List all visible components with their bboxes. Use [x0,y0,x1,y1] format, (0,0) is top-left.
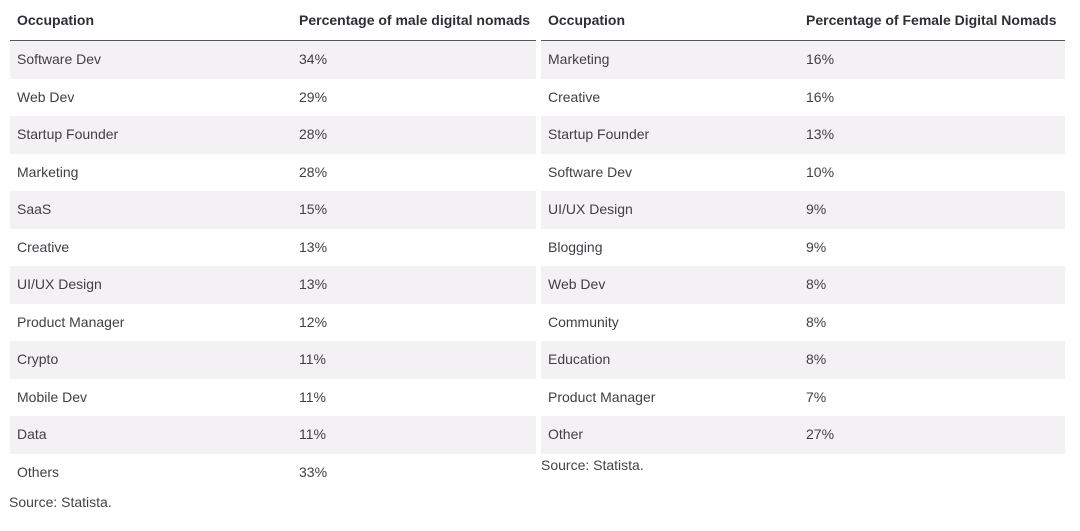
occupation-cell: Others [17,463,60,480]
table-row: Blogging 9% [541,229,1065,267]
percentage-cell: 34% [299,51,328,67]
header-row: Occupation Percentage of Female Digital N… [541,0,1065,42]
percentage-cell: 28% [299,163,328,180]
percentage-cell: 13% [806,126,835,142]
percentage-cell: 12% [299,313,328,330]
occupation-cell: Software Dev [548,163,633,180]
percentage-cell: 33% [299,463,328,480]
occupation-cell: Web Dev [17,88,75,105]
table-row: Creative 16% [541,79,1065,117]
percentage-cell: 16% [806,88,835,105]
percentage-cell: 7% [806,388,827,405]
table-row: Product Manager 7% [541,379,1065,417]
percentage-cell: 9% [806,238,827,255]
table-row: Education 8% [541,341,1065,379]
source-note: Source: Statista. [9,494,112,510]
occupation-cell: Education [548,351,611,367]
percentage-cell: 11% [299,426,326,442]
percentage-cell: 13% [299,276,328,292]
occupation-cell: Creative [548,88,601,105]
percentage-cell: 16% [806,51,835,67]
table-row: Software Dev 34% [10,41,536,79]
table-row: Startup Founder 13% [541,116,1065,154]
percentage-cell: 11% [299,351,326,367]
percentage-cell: 8% [806,276,827,292]
percentage-cell: 29% [299,88,328,105]
occupation-cell: Software Dev [17,51,102,67]
table-row: Marketing 16% [541,41,1065,79]
percentage-cell: 28% [299,126,328,142]
table-row: Creative 13% [10,229,536,267]
table-row: Marketing 28% [10,154,536,192]
percentage-cell: 8% [806,351,827,367]
table-row: UI/UX Design 9% [541,191,1065,229]
source-note: Source: Statista. [541,456,644,473]
occupation-cell: Data [17,426,47,442]
occupation-cell: Marketing [548,51,610,67]
header-cell: Occupation [17,12,95,28]
table-row: Others 33% [10,454,536,492]
table-row: Mobile Dev 11% [10,379,536,417]
table-row: Crypto 11% [10,341,536,379]
occupation-cell: SaaS [17,201,52,217]
occupation-cell: Blogging [548,238,603,255]
table-row: Web Dev 29% [10,79,536,117]
table-row: Community 8% [541,304,1065,342]
percentage-cell: 15% [299,201,328,217]
occupation-cell: Startup Founder [17,126,119,142]
occupation-cell: Web Dev [548,276,606,292]
table-row: Software Dev 10% [541,154,1065,192]
percentage-cell: 8% [806,313,827,330]
occupation-cell: UI/UX Design [17,276,102,292]
occupation-cell: Product Manager [17,313,125,330]
table-row: Startup Founder 28% [10,116,536,154]
table-row: Product Manager 12% [10,304,536,342]
occupation-cell: Mobile Dev [17,388,88,405]
percentage-cell: 9% [806,201,827,217]
occupation-cell: Marketing [17,163,79,180]
header-cell: Percentage of Female Digital Nomads [806,12,1057,28]
header-cell: Percentage of male digital nomads [299,12,531,28]
occupation-cell: Product Manager [548,388,656,405]
table-row: SaaS 15% [10,191,536,229]
table-row: UI/UX Design 13% [10,266,536,304]
occupation-cell: Startup Founder [548,126,650,142]
occupation-cell: UI/UX Design [548,201,633,217]
header-row: Occupation Percentage of male digital nom… [10,0,536,42]
occupation-cell: Crypto [17,351,59,367]
percentage-cell: 13% [299,238,328,255]
occupation-cell: Other [548,426,584,442]
table-row: Web Dev 8% [541,266,1065,304]
percentage-cell: 27% [806,426,835,442]
percentage-cell: 11% [299,388,326,405]
occupation-cell: Community [548,313,619,330]
table-row: Other 27% [541,416,1065,454]
header-cell: Occupation [548,12,626,28]
percentage-cell: 10% [806,163,835,180]
occupation-cell: Creative [17,238,70,255]
table-row: Data 11% [10,416,536,454]
